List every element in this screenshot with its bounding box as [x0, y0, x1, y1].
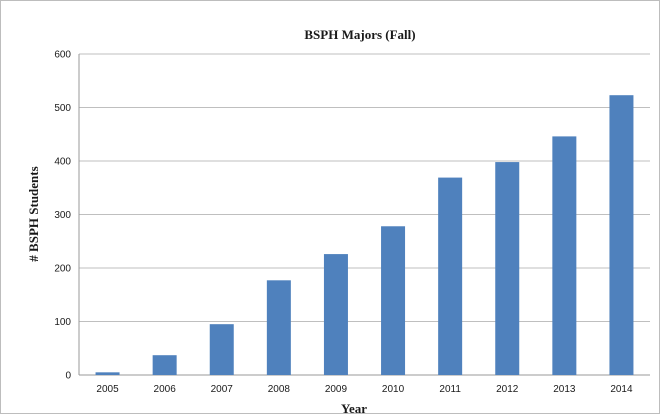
x-tick-label: 2014: [610, 384, 633, 395]
x-tick-label: 2008: [268, 384, 291, 395]
y-tick-label: 600: [54, 50, 71, 61]
bar-2008: [266, 280, 291, 375]
bars: [95, 95, 634, 375]
bar-2013: [552, 136, 577, 375]
y-tick-label: 300: [54, 210, 71, 221]
y-tick-label: 0: [65, 371, 71, 382]
bar-2011: [438, 177, 463, 375]
y-tick-label: 200: [54, 264, 71, 275]
bar-2007: [209, 324, 234, 375]
x-tick-label: 2013: [553, 384, 576, 395]
gridlines: [78, 53, 650, 376]
x-tick-label: 2010: [382, 384, 405, 395]
x-tick-label: 2009: [325, 384, 348, 395]
x-axis-ticks: 2005 2006 2007 2008 2009 2010 2011 2012 2013 2014: [96, 384, 633, 395]
y-axis-label: # BSPH Students: [26, 166, 41, 261]
x-tick-label: 2007: [211, 384, 234, 395]
y-tick-label: 100: [54, 317, 71, 328]
bar-2009: [323, 254, 348, 375]
y-axis-ticks: 0 100 200 300 400 500 600: [54, 50, 71, 382]
chart-title: BSPH Majors (Fall): [304, 27, 415, 42]
bar-2012: [495, 162, 520, 375]
x-tick-label: 2006: [154, 384, 177, 395]
y-tick-label: 400: [54, 157, 71, 168]
x-tick-label: 2005: [96, 384, 119, 395]
bar-2005: [95, 372, 120, 375]
bar-2010: [381, 226, 406, 375]
x-tick-label: 2012: [496, 384, 519, 395]
bar-2014: [609, 95, 634, 375]
y-tick-label: 500: [54, 103, 71, 114]
x-tick-label: 2011: [439, 384, 461, 395]
bar-2006: [152, 355, 177, 375]
x-axis-label: Year: [341, 401, 367, 415]
